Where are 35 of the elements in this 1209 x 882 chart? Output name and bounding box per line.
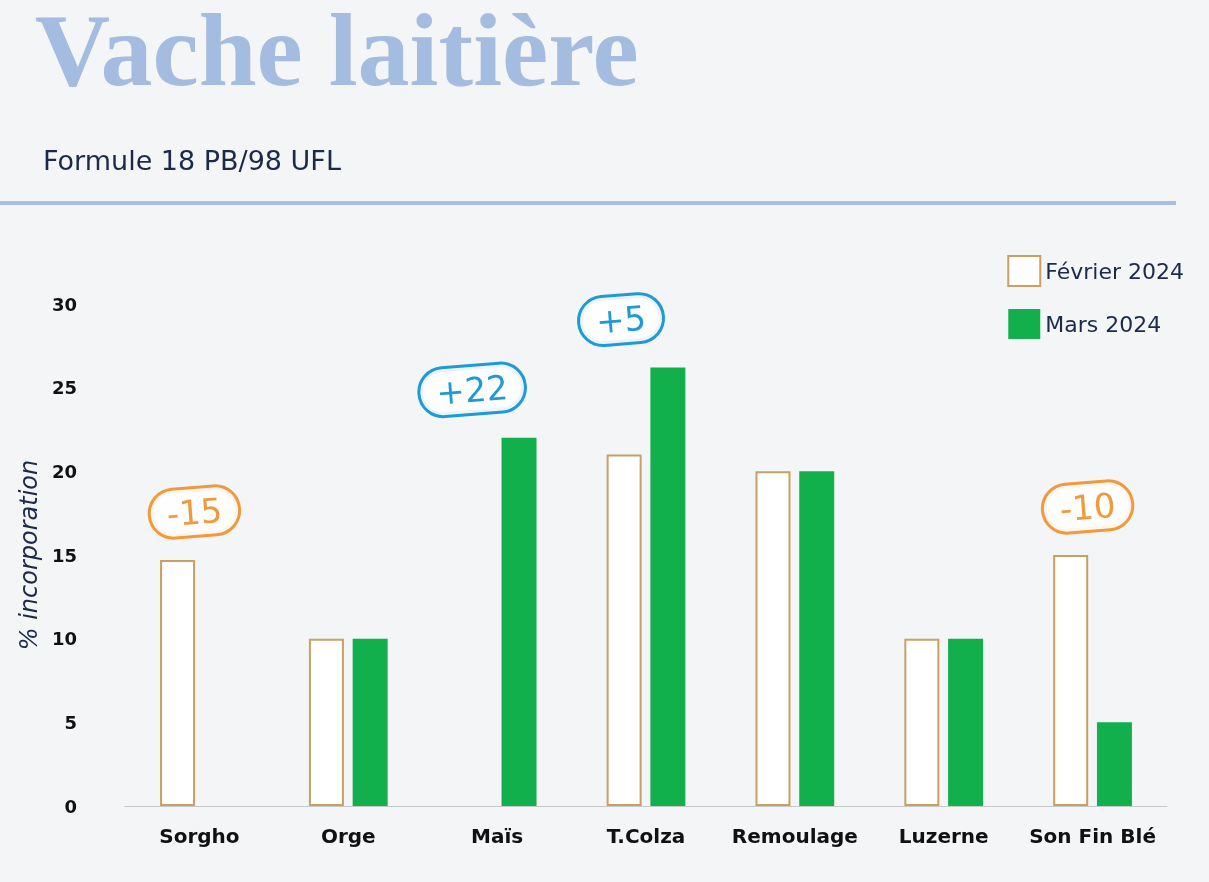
bar <box>1096 722 1132 806</box>
bar <box>799 471 835 806</box>
y-tick-label: 5 <box>64 711 77 733</box>
chart-title: Vache laitière <box>35 0 639 107</box>
bar <box>1053 555 1089 806</box>
y-tick-label: 15 <box>51 544 77 566</box>
legend-label: Mars 2024 <box>1045 311 1162 337</box>
chart-subtitle: Formule 18 PB/98 UFL <box>43 145 341 176</box>
bar <box>606 454 642 806</box>
x-tick-label: Sorgho <box>159 824 240 848</box>
y-axis-title: % incorporation <box>15 459 44 651</box>
bar <box>308 638 344 806</box>
x-tick-label: Remoulage <box>731 824 858 848</box>
y-tick-label: 10 <box>51 628 77 650</box>
bar <box>650 367 686 806</box>
y-tick-label: 30 <box>51 293 77 315</box>
bar <box>948 638 984 806</box>
annotation: -10 <box>1058 484 1117 530</box>
x-tick-label: Son Fin Blé <box>1029 824 1156 848</box>
y-tick-label: 25 <box>51 377 77 399</box>
y-tick-label: 0 <box>64 795 77 817</box>
x-tick-label: T.Colza <box>606 824 686 848</box>
x-tick-label: Maïs <box>471 824 524 848</box>
annotation: -15 <box>165 489 224 535</box>
annotation: +22 <box>434 367 510 413</box>
legend-label: Février 2024 <box>1045 258 1185 284</box>
y-tick-label: 20 <box>51 460 77 482</box>
annotation: +5 <box>594 297 648 342</box>
x-tick-label: Orge <box>320 824 376 848</box>
bar <box>904 638 940 806</box>
x-tick-label: Luzerne <box>898 824 989 848</box>
bar <box>755 471 791 806</box>
bar <box>501 437 537 806</box>
bar <box>352 638 388 806</box>
bar <box>160 560 196 806</box>
